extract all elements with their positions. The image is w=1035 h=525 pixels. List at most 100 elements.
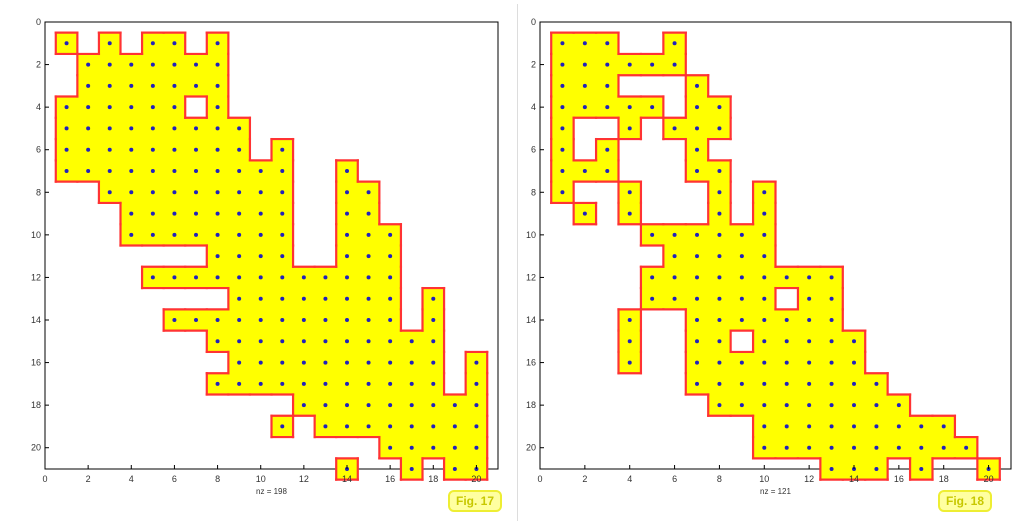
nonzero-markers <box>560 41 991 471</box>
nonzero-point <box>896 424 901 429</box>
nonzero-point <box>964 445 969 450</box>
nonzero-point <box>258 318 263 322</box>
nonzero-point <box>366 381 371 386</box>
nonzero-point <box>784 403 789 408</box>
x-tick-label: 16 <box>385 474 395 484</box>
nonzero-point <box>194 275 198 280</box>
nonzero-point <box>409 339 414 344</box>
nonzero-point <box>874 445 879 450</box>
nonzero-point <box>762 318 767 322</box>
y-tick-label: 12 <box>526 272 536 282</box>
nonzero-point <box>695 360 699 365</box>
nonzero-point <box>605 169 610 173</box>
nonzero-point <box>695 232 699 237</box>
nonzero-point <box>172 211 177 216</box>
x-tick-label: 4 <box>627 474 632 484</box>
nonzero-point <box>323 424 328 429</box>
nonzero-point <box>366 275 371 280</box>
nonzero-point <box>874 403 879 408</box>
nonzero-point <box>237 126 242 131</box>
nonzero-point <box>762 339 767 344</box>
nonzero-point <box>829 296 834 301</box>
nonzero-point <box>650 275 655 280</box>
spy-plot-svg-right: 0 2 4 6 8 10 12 14 16 18 20 0 2 4 6 8 10 12 14 16 18 20 nz = 1… <box>526 17 1012 496</box>
nonzero-point <box>258 254 263 259</box>
y-tick-label: 14 <box>526 315 536 325</box>
x-tick-label: 10 <box>759 474 769 484</box>
nonzero-point <box>431 296 436 301</box>
nonzero-point <box>739 381 744 386</box>
nonzero-point <box>739 296 744 301</box>
nonzero-point <box>650 62 655 67</box>
nonzero-point <box>366 339 371 344</box>
nonzero-point <box>172 105 177 110</box>
nonzero-point <box>237 318 242 322</box>
nonzero-point <box>237 211 242 216</box>
x-axis-label: nz = 121 <box>760 487 791 496</box>
nonzero-point <box>605 83 610 88</box>
nonzero-point <box>896 445 901 450</box>
nonzero-point <box>852 403 856 408</box>
y-tick-label: 18 <box>31 400 41 410</box>
nonzero-point <box>452 424 457 429</box>
nonzero-point <box>627 360 632 365</box>
nonzero-point <box>323 403 328 408</box>
y-tick-label: 10 <box>526 230 536 240</box>
nonzero-point <box>172 41 177 46</box>
nonzero-point <box>215 190 220 195</box>
nonzero-point <box>323 318 328 322</box>
nonzero-point <box>695 275 699 280</box>
nonzero-point <box>194 232 198 237</box>
nonzero-point <box>388 339 393 344</box>
nonzero-point <box>717 190 722 195</box>
y-tick-label: 12 <box>31 272 41 282</box>
nonzero-point <box>194 147 198 152</box>
nonzero-point <box>474 360 479 365</box>
nonzero-point <box>64 41 69 46</box>
nonzero-point <box>129 169 134 173</box>
nonzero-point <box>605 147 610 152</box>
nonzero-point <box>388 445 393 450</box>
nonzero-point <box>874 424 879 429</box>
nonzero-point <box>717 296 722 301</box>
nonzero-point <box>852 424 856 429</box>
nonzero-point <box>919 424 924 429</box>
nonzero-point <box>829 424 834 429</box>
x-tick-label: 0 <box>42 474 47 484</box>
y-tick-label: 2 <box>531 60 536 70</box>
nonzero-point <box>345 232 349 237</box>
spy-plot-fig-17: 0 2 4 6 8 10 12 14 16 18 20 0 2 4 6 8 10 12 14 16 18 20 nz = 1… <box>31 17 503 512</box>
nonzero-point <box>237 232 242 237</box>
nonzero-point <box>762 403 767 408</box>
nonzero-point <box>280 232 285 237</box>
nonzero-point <box>582 62 587 67</box>
nonzero-point <box>807 318 812 322</box>
nonzero-point <box>194 318 198 322</box>
nonzero-point <box>431 360 436 365</box>
nonzero-point <box>896 403 901 408</box>
nonzero-point <box>650 296 655 301</box>
nonzero-point <box>366 318 371 322</box>
nonzero-point <box>129 190 134 195</box>
nonzero-point <box>695 169 699 173</box>
nonzero-point <box>301 318 306 322</box>
nonzero-point <box>919 467 924 471</box>
nonzero-point <box>388 232 393 237</box>
nonzero-point <box>345 190 349 195</box>
nonzero-point <box>672 62 677 67</box>
nonzero-point <box>829 467 834 471</box>
nonzero-point <box>194 211 198 216</box>
nonzero-point <box>366 296 371 301</box>
x-axis-label: nz = 198 <box>256 487 287 496</box>
nonzero-point <box>215 254 220 259</box>
y-tick-label: 8 <box>36 187 41 197</box>
x-tick-label: 10 <box>256 474 266 484</box>
nonzero-point <box>150 169 155 173</box>
nonzero-point <box>215 62 220 67</box>
nonzero-point <box>107 126 112 131</box>
nonzero-point <box>258 339 263 344</box>
nonzero-point <box>215 147 220 152</box>
nonzero-point <box>280 339 285 344</box>
nonzero-point <box>717 381 722 386</box>
nonzero-point <box>345 318 349 322</box>
